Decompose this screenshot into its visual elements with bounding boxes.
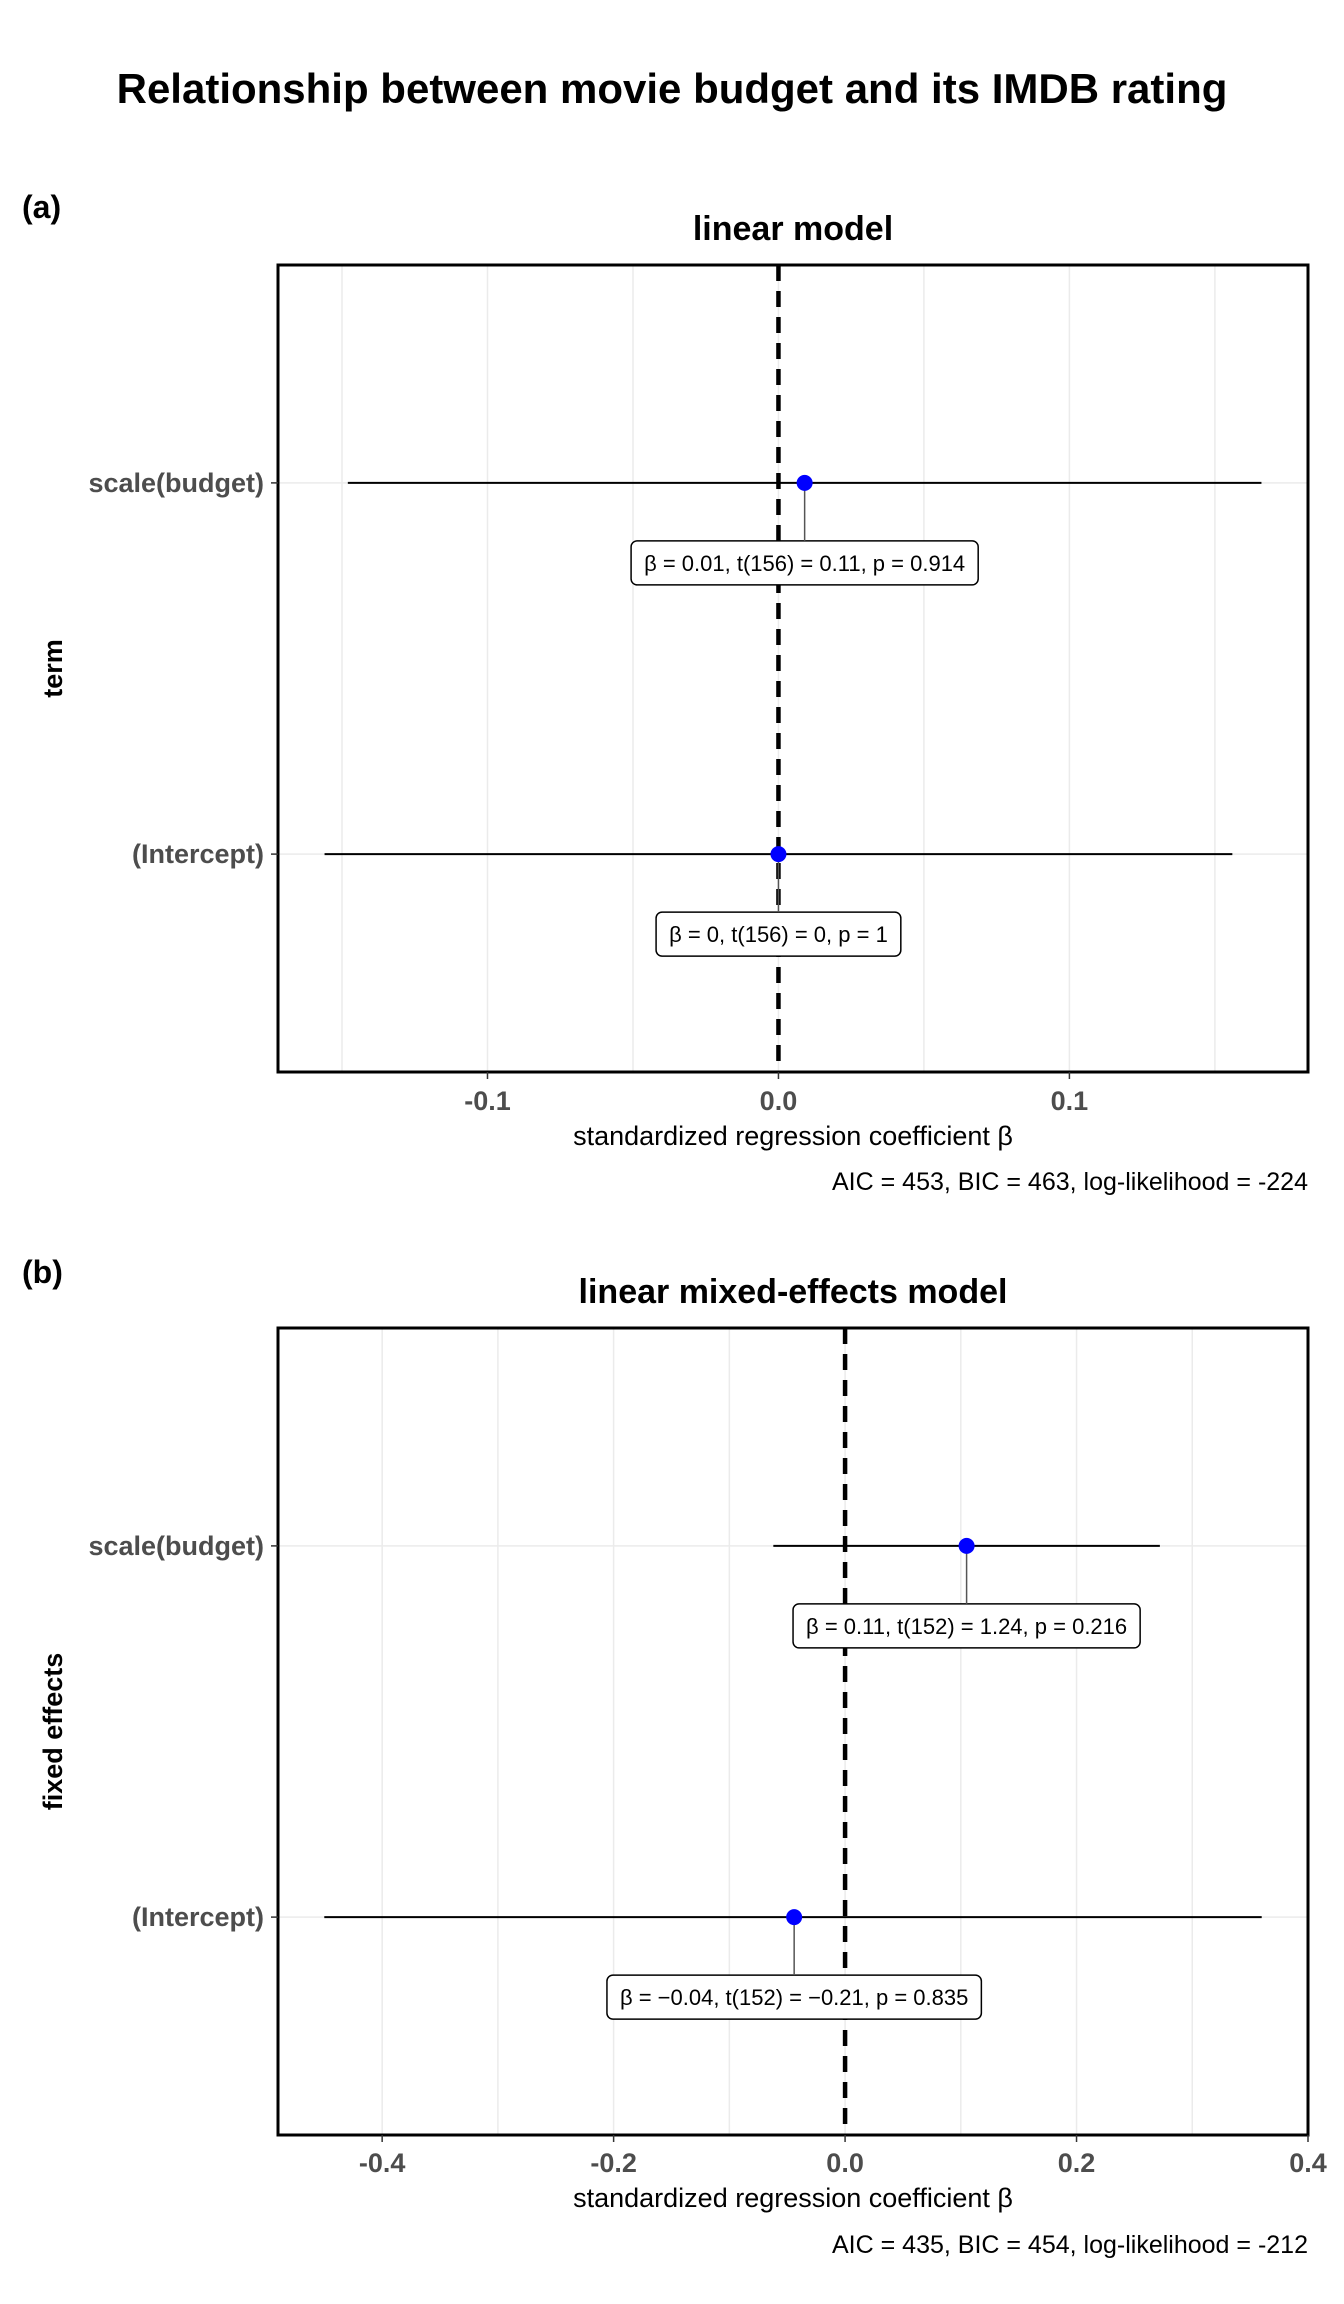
- y-axis-title: fixed effects: [38, 1653, 68, 1811]
- x-tick-label: -0.4: [359, 2148, 406, 2178]
- x-tick-label: -0.1: [464, 1086, 511, 1116]
- panel-a: (a) linear model β = 0.01, t(156) = 0.11, …: [22, 189, 1310, 1196]
- x-tick-label: 0.0: [826, 2148, 864, 2178]
- x-tick-label: 0.4: [1289, 2148, 1327, 2178]
- estimate-label: β = 0.01, t(156) = 0.11, p = 0.914: [644, 551, 965, 576]
- panel-tag: (a): [22, 189, 61, 225]
- estimate-point: [796, 474, 813, 491]
- x-tick-label: 0.2: [1058, 2148, 1096, 2178]
- panel-title: linear model: [693, 210, 893, 248]
- x-axis-title: standardized regression coefficient β: [573, 2183, 1013, 2213]
- y-tick-label: scale(budget): [88, 1531, 264, 1561]
- estimate-point: [786, 1909, 803, 1926]
- panel-tag: (b): [22, 1254, 63, 1290]
- y-tick-label: (Intercept): [132, 839, 264, 869]
- panel-border: [276, 1326, 1310, 2137]
- y-tick-label: scale(budget): [88, 468, 264, 498]
- estimate-point: [958, 1537, 975, 1554]
- x-axis-title: standardized regression coefficient β: [573, 1121, 1013, 1151]
- panel-title: linear mixed-effects model: [579, 1273, 1008, 1311]
- x-tick-label: -0.2: [590, 2148, 637, 2178]
- estimate-label: β = −0.04, t(152) = −0.21, p = 0.835: [620, 1985, 968, 2010]
- x-tick-label: 0.1: [1051, 1086, 1089, 1116]
- y-tick-label: (Intercept): [132, 1902, 264, 1932]
- y-axis-title: term: [38, 639, 68, 698]
- model-fit-caption: AIC = 453, BIC = 463, log-likelihood = -…: [832, 1168, 1308, 1196]
- model-fit-caption: AIC = 435, BIC = 454, log-likelihood = -…: [832, 2231, 1308, 2259]
- estimate-label: β = 0.11, t(152) = 1.24, p = 0.216: [806, 1614, 1127, 1639]
- panel-border: [276, 263, 1310, 1074]
- x-tick-label: 0.0: [760, 1086, 798, 1116]
- panel-b: (b) linear mixed-effects model β = 0.11, t…: [22, 1254, 1327, 2259]
- estimate-label: β = 0, t(156) = 0, p = 1: [669, 922, 888, 947]
- estimate-point: [770, 846, 787, 863]
- main-title: Relationship between movie budget and it…: [117, 65, 1228, 112]
